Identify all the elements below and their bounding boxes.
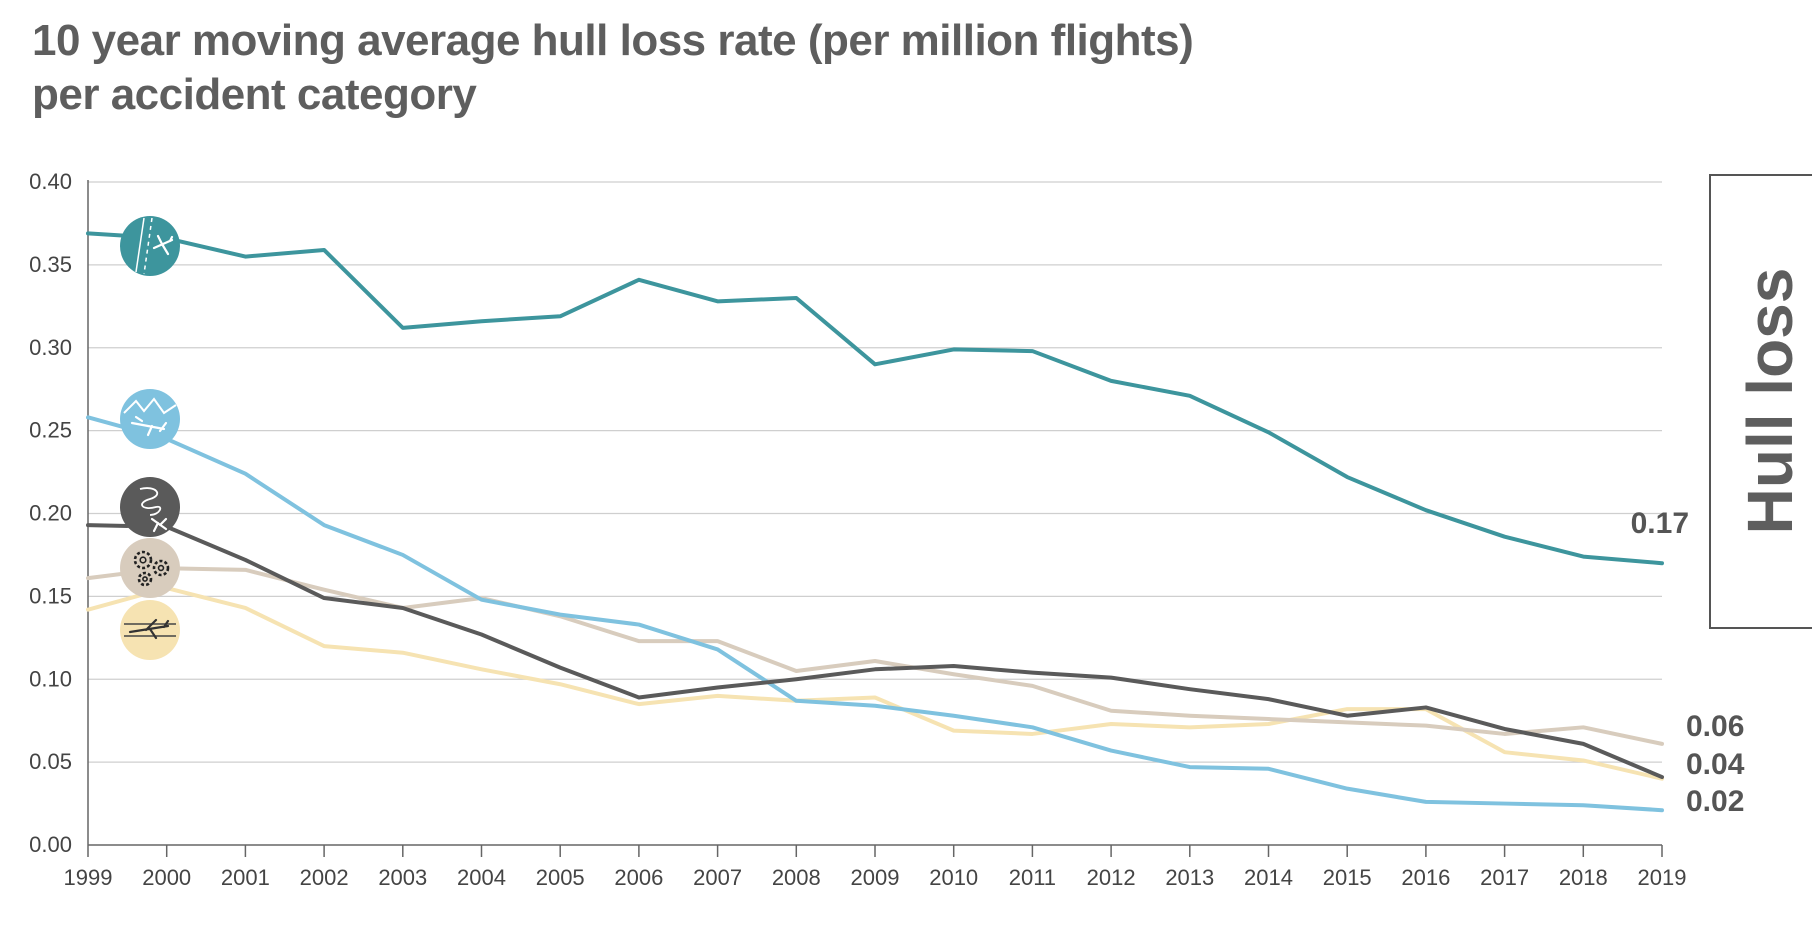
- icon-badge: [120, 389, 180, 449]
- y-tick-label: 0.15: [29, 583, 72, 608]
- y-tick-label: 0.30: [29, 335, 72, 360]
- series-line-loss-of-control: [86, 523, 1664, 780]
- x-tick-label: 2004: [457, 865, 506, 890]
- gears-icon: [120, 538, 180, 598]
- series-line-runway-aircraft: [86, 231, 1664, 566]
- x-tick-label: 2002: [300, 865, 349, 890]
- aircraft-glyph: [150, 517, 168, 533]
- loss-of-control-icon: [120, 477, 180, 537]
- aircraft-glyph: [128, 618, 170, 640]
- x-tick-label: 2000: [142, 865, 191, 890]
- x-tick-label: 2011: [1009, 865, 1056, 890]
- end-label-top: 0.17: [1631, 507, 1689, 540]
- end-label: 0.04: [1686, 748, 1745, 781]
- y-tick-label: 0.40: [29, 169, 72, 194]
- x-tick-label: 2012: [1087, 865, 1136, 890]
- aircraft-glyph: [152, 234, 174, 256]
- spiral-glyph: [139, 487, 162, 516]
- icon-badge: [120, 477, 180, 537]
- x-tick-label: 2008: [772, 865, 821, 890]
- y-tick-label: 0.35: [29, 252, 72, 277]
- x-tick-label: 2009: [851, 865, 900, 890]
- y-tick-label: 0.05: [29, 749, 72, 774]
- x-tick-label: 2014: [1244, 865, 1293, 890]
- x-tick-label: 2018: [1559, 865, 1608, 890]
- gear-glyph: [137, 571, 153, 587]
- x-tick-label: 2013: [1165, 865, 1214, 890]
- x-tick-label: 2015: [1323, 865, 1372, 890]
- y-tick-label: 0.10: [29, 666, 72, 691]
- series-line-runway-excursion: [86, 586, 1664, 781]
- y-tick-label: 0.25: [29, 418, 72, 443]
- icon-badge: [120, 538, 180, 598]
- end-label: 0.02: [1686, 785, 1744, 818]
- y-tick-label: 0.20: [29, 501, 72, 526]
- x-tick-label: 2017: [1480, 865, 1529, 890]
- x-tick-label: 1999: [64, 865, 113, 890]
- y-tick-label: 0.00: [29, 832, 72, 857]
- hull-loss-panel: [1709, 174, 1812, 629]
- x-tick-label: 2010: [929, 865, 978, 890]
- chart-title-line-2: per accident category: [32, 70, 477, 119]
- x-tick-label: 2016: [1401, 865, 1450, 890]
- runway-centerline: [143, 217, 153, 275]
- runway-edge: [135, 217, 145, 273]
- x-tick-label: 2005: [536, 865, 585, 890]
- chart-title: 10 year moving average hull loss rate (p…: [32, 14, 1194, 122]
- x-tick-label: 2006: [614, 865, 663, 890]
- runway-excursion-icon: [120, 600, 180, 660]
- runway-aircraft-icon: [120, 216, 180, 276]
- series-line-mountain-aircraft: [86, 415, 1664, 813]
- gear-hub: [157, 564, 165, 572]
- mountain-aircraft-icon: [120, 389, 180, 449]
- gear-hub: [139, 556, 147, 564]
- gear-glyph: [152, 559, 170, 577]
- x-tick-label: 2019: [1638, 865, 1687, 890]
- end-label: 0.06: [1686, 710, 1744, 743]
- gear-hub: [142, 576, 148, 582]
- x-tick-label: 2007: [693, 865, 742, 890]
- chart-title-line-1: 10 year moving average hull loss rate (p…: [32, 16, 1194, 65]
- series-line-gears: [86, 566, 1664, 746]
- mountain-glyph: [123, 397, 177, 415]
- gear-glyph: [133, 550, 153, 570]
- icon-badge: [120, 216, 180, 276]
- aircraft-glyph: [130, 415, 168, 437]
- x-tick-label: 2003: [378, 865, 427, 890]
- hull-loss-label: Hull loss: [1734, 267, 1806, 535]
- x-tick-label: 2001: [221, 865, 270, 890]
